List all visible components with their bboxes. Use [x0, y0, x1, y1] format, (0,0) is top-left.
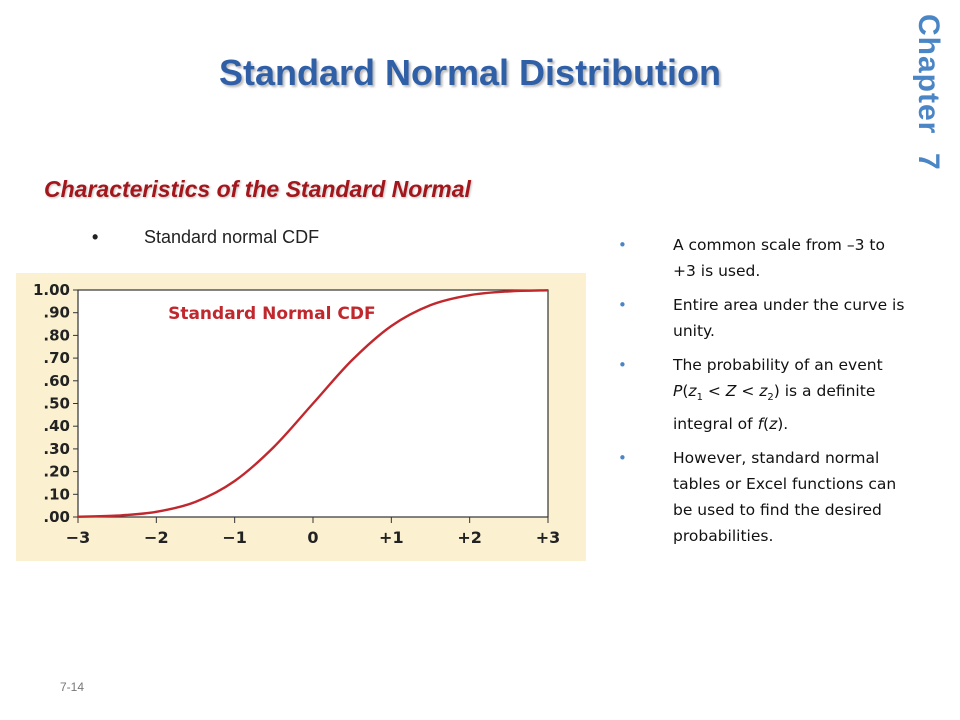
bullet-text-run: z — [759, 382, 768, 400]
y-tick-label: .80 — [43, 326, 70, 344]
y-tick-label: .50 — [43, 395, 70, 413]
y-tick-label: .00 — [43, 508, 70, 526]
bullet-marker-icon: • — [618, 356, 627, 374]
bullet-item: • Entire area under the curve is unity. — [618, 292, 908, 344]
bullet-item: • However, standard normal tables or Exce… — [618, 445, 908, 549]
cdf-curve-line — [77, 289, 549, 518]
bullet-marker-icon: • — [618, 296, 627, 314]
chart-title: Standard Normal CDF — [168, 304, 375, 324]
bullet-text-run: Entire area under the curve is unity. — [673, 296, 905, 340]
x-tick-label: +1 — [379, 528, 404, 547]
bullet-text-run: < — [702, 382, 726, 400]
bullet-list: • A common scale from –3 to +3 is used. • E… — [618, 232, 908, 557]
slide-title: Standard Normal Distribution — [218, 52, 722, 93]
bullet-text-run: P — [673, 382, 683, 400]
bullet-marker-icon: • — [618, 236, 627, 254]
bullet-text-run: A common scale from — [673, 236, 847, 254]
bullet-text-run: ). — [777, 415, 789, 434]
x-tick-label: +2 — [457, 528, 482, 547]
y-tick-label: .20 — [43, 463, 70, 481]
bullet-text-run: ( — [682, 382, 689, 400]
bullet-text-run: ) is a definite integral of — [673, 382, 876, 434]
cdf-chart: .00 .10 .20 .30 .40 .50 .60 .70 .80 .90 1.00 −3 −2 −1… — [16, 273, 586, 561]
left-bullet-text: Standard normal CDF — [144, 227, 320, 247]
section-subtitle: Characteristics of the Standard Normal — [44, 176, 471, 202]
slide-number: 7-14 — [60, 680, 85, 694]
x-tick-label: 0 — [307, 528, 318, 547]
bullet-text-run: Z — [725, 382, 737, 400]
y-tick-label: .70 — [43, 349, 70, 367]
y-tick-label: 1.00 — [33, 281, 70, 299]
bullet-text-run: 2 — [767, 392, 774, 404]
bullet-text-run: –3 to +3 is used. — [673, 236, 885, 280]
bullet-text-run: z — [769, 415, 778, 434]
bullet-text-run: ( — [763, 415, 770, 434]
x-tick-label: −3 — [66, 528, 91, 547]
bullet-text-run: z — [688, 382, 697, 400]
y-tick-label: .40 — [43, 417, 70, 435]
y-tick-label: .90 — [43, 304, 70, 322]
x-tick-label: +3 — [536, 528, 561, 547]
bullet-dot-icon: • — [92, 227, 99, 247]
x-tick-label: −2 — [144, 528, 169, 547]
bullet-text-run: 1 — [696, 392, 703, 404]
bullet-item: • The probability of an event P(z1 < Z < … — [618, 352, 908, 437]
y-tick-label: .60 — [43, 372, 70, 390]
bullet-text-run: The probability of an event — [673, 356, 883, 374]
chapter-label: Chapter 7 — [912, 14, 945, 171]
bullet-text-run: < — [736, 382, 760, 400]
y-tick-label: .10 — [43, 485, 70, 503]
bullet-text-run: f — [757, 415, 764, 434]
bullet-item: • A common scale from –3 to +3 is used. — [618, 232, 908, 284]
cdf-chart-svg: .00 .10 .20 .30 .40 .50 .60 .70 .80 .90 1.00 −3 −2 −1… — [33, 281, 561, 547]
bullet-text-run: However, standard normal tables or Excel… — [673, 449, 897, 546]
x-tick-label: −1 — [222, 528, 247, 547]
bullet-marker-icon: • — [618, 449, 627, 468]
y-tick-label: .30 — [43, 440, 70, 458]
